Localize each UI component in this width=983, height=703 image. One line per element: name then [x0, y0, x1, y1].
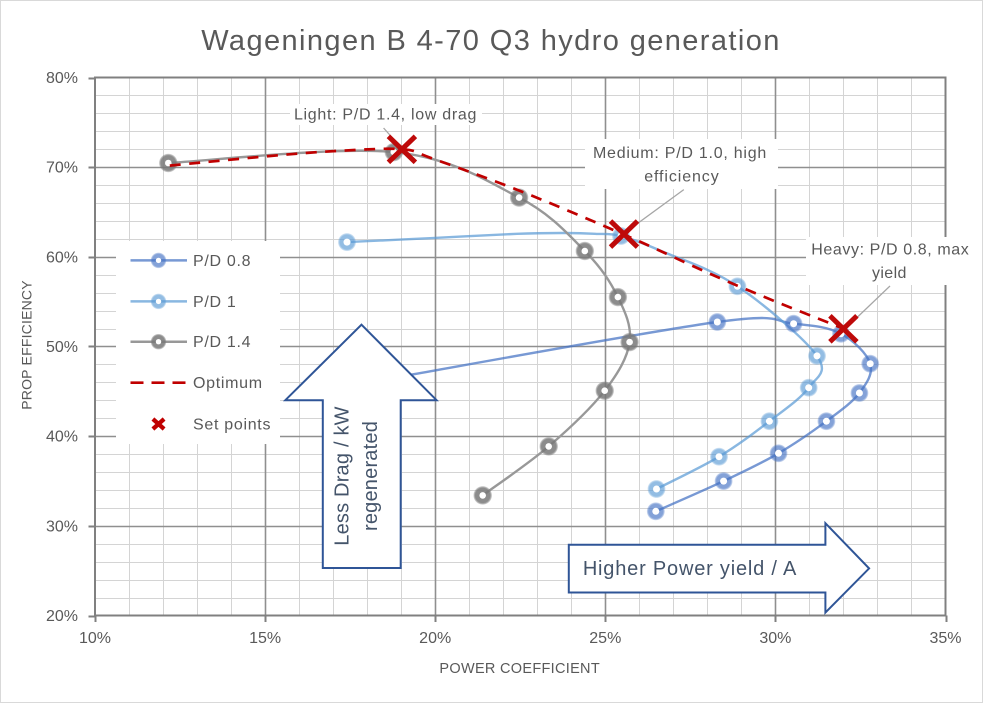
svg-text:P/D 1.4: P/D 1.4	[193, 334, 251, 351]
svg-text:20%: 20%	[419, 630, 451, 647]
svg-text:30%: 30%	[759, 630, 791, 647]
svg-text:Heavy: P/D 0.8, max: Heavy: P/D 0.8, max	[811, 242, 969, 259]
svg-text:Higher Power yield / A: Higher Power yield / A	[583, 558, 797, 580]
svg-text:PROP EFFICIENCY: PROP EFFICIENCY	[19, 280, 35, 410]
svg-text:Medium: P/D 1.0, high: Medium: P/D 1.0, high	[593, 145, 767, 162]
svg-text:40%: 40%	[46, 429, 78, 446]
svg-text:30%: 30%	[46, 518, 78, 535]
svg-text:Set points: Set points	[193, 417, 271, 434]
svg-text:regenerated: regenerated	[360, 421, 382, 531]
svg-text:P/D 1: P/D 1	[193, 294, 237, 311]
svg-text:25%: 25%	[589, 630, 621, 647]
svg-text:Light: P/D 1.4, low drag: Light: P/D 1.4, low drag	[294, 107, 477, 124]
svg-text:80%: 80%	[46, 70, 78, 87]
svg-text:yield: yield	[872, 265, 907, 282]
svg-text:efficiency: efficiency	[644, 169, 719, 186]
svg-text:POWER COEFFICIENT: POWER COEFFICIENT	[439, 661, 600, 677]
svg-text:15%: 15%	[249, 630, 281, 647]
svg-text:50%: 50%	[46, 339, 78, 356]
svg-text:20%: 20%	[46, 608, 78, 625]
svg-text:Wageningen B 4-70 Q3 hydro gen: Wageningen B 4-70 Q3 hydro generation	[201, 25, 781, 57]
svg-text:70%: 70%	[46, 160, 78, 177]
svg-text:P/D 0.8: P/D 0.8	[193, 253, 251, 270]
svg-text:Less Drag / kW: Less Drag / kW	[332, 406, 354, 546]
svg-text:35%: 35%	[929, 630, 961, 647]
svg-text:60%: 60%	[46, 249, 78, 266]
svg-text:10%: 10%	[79, 630, 111, 647]
svg-text:Optimum: Optimum	[193, 375, 263, 392]
